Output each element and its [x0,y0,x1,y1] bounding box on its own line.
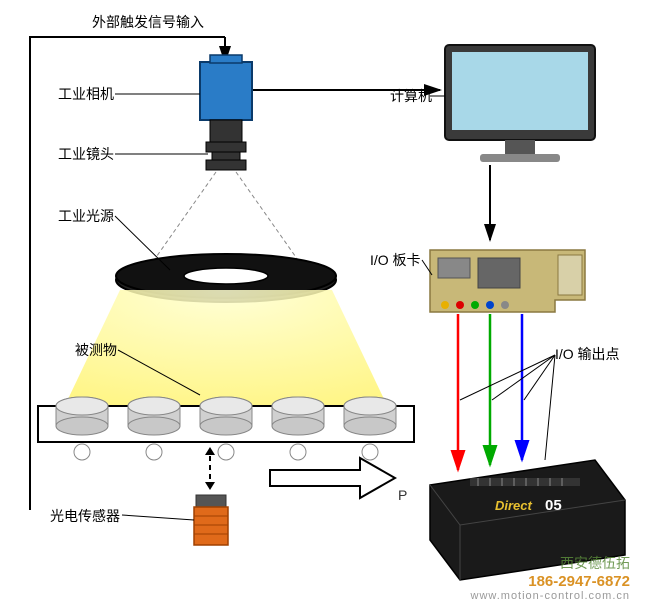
sensor-label: 光电传感器 [50,506,120,526]
industrial-camera [200,55,252,120]
object-label: 被测物 [75,340,117,360]
lens-label: 工业镜头 [58,144,114,164]
object-5 [344,397,396,435]
io-output-label: I/O 输出点 [555,344,620,364]
computer-label: 计算机 [390,86,432,106]
photoelectric-sensor [194,495,228,545]
plc-label: P [398,487,407,503]
watermark-phone: 186-2947-6872 [471,573,631,590]
object-2 [128,397,180,435]
trigger-signal-label: 外部触发信号输入 [92,12,204,32]
object-4 [272,397,324,435]
watermark-url: www.motion-control.com.cn [471,590,631,602]
object-1 [56,397,108,435]
watermark: 西安德伍拓 186-2947-6872 www.motion-control.c… [471,553,631,602]
camera-label: 工业相机 [58,84,114,104]
object-3 [200,397,252,435]
conveyor-belt [38,397,414,460]
watermark-company: 西安德伍拓 [471,553,631,573]
io-card [430,250,585,312]
svg-text:Direct: Direct [495,498,533,513]
conveyor-direction-arrow [270,458,395,498]
svg-text:05: 05 [545,497,562,514]
industrial-lens [206,120,246,170]
light-label: 工业光源 [58,206,114,226]
computer-monitor [445,45,595,162]
io-card-label: I/O 板卡 [370,250,421,270]
